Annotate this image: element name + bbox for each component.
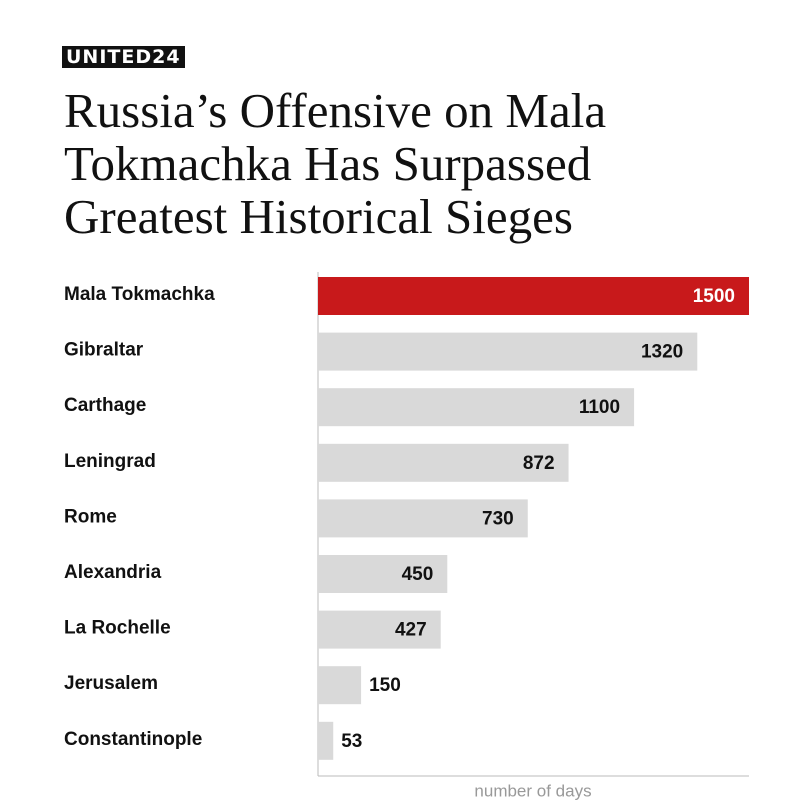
x-axis-label: number of days	[474, 781, 591, 800]
value-label: 150	[369, 675, 401, 696]
value-label: 53	[341, 731, 362, 752]
value-label: 1100	[579, 397, 620, 418]
y-tick-label: Rome	[64, 506, 117, 527]
y-tick-label: Gibraltar	[64, 340, 144, 361]
bar	[318, 443, 569, 482]
y-tick-label: La Rochelle	[64, 618, 171, 639]
value-label: 1320	[641, 342, 683, 363]
value-label: 450	[402, 564, 434, 585]
chart-title: Russia’s Offensive on Mala Tokmachka Has…	[64, 83, 607, 244]
bar	[318, 666, 362, 705]
brand-logo: UNITED24	[62, 46, 185, 68]
value-label: 427	[395, 620, 427, 641]
bar	[318, 721, 334, 760]
bar	[318, 332, 698, 371]
value-label: 1500	[693, 286, 735, 307]
y-tick-label: Carthage	[64, 395, 146, 416]
bar	[318, 277, 749, 315]
bar	[318, 388, 635, 427]
bar	[318, 555, 448, 593]
y-tick-label: Jerusalem	[64, 673, 158, 694]
bar	[318, 499, 528, 538]
y-tick-label: Mala Tokmachka	[64, 284, 215, 305]
y-tick-label: Leningrad	[64, 451, 156, 472]
bar	[318, 610, 441, 649]
value-label: 872	[523, 453, 555, 474]
y-tick-label: Constantinople	[64, 729, 202, 750]
value-label: 730	[482, 508, 514, 529]
y-tick-label: Alexandria	[64, 562, 162, 583]
